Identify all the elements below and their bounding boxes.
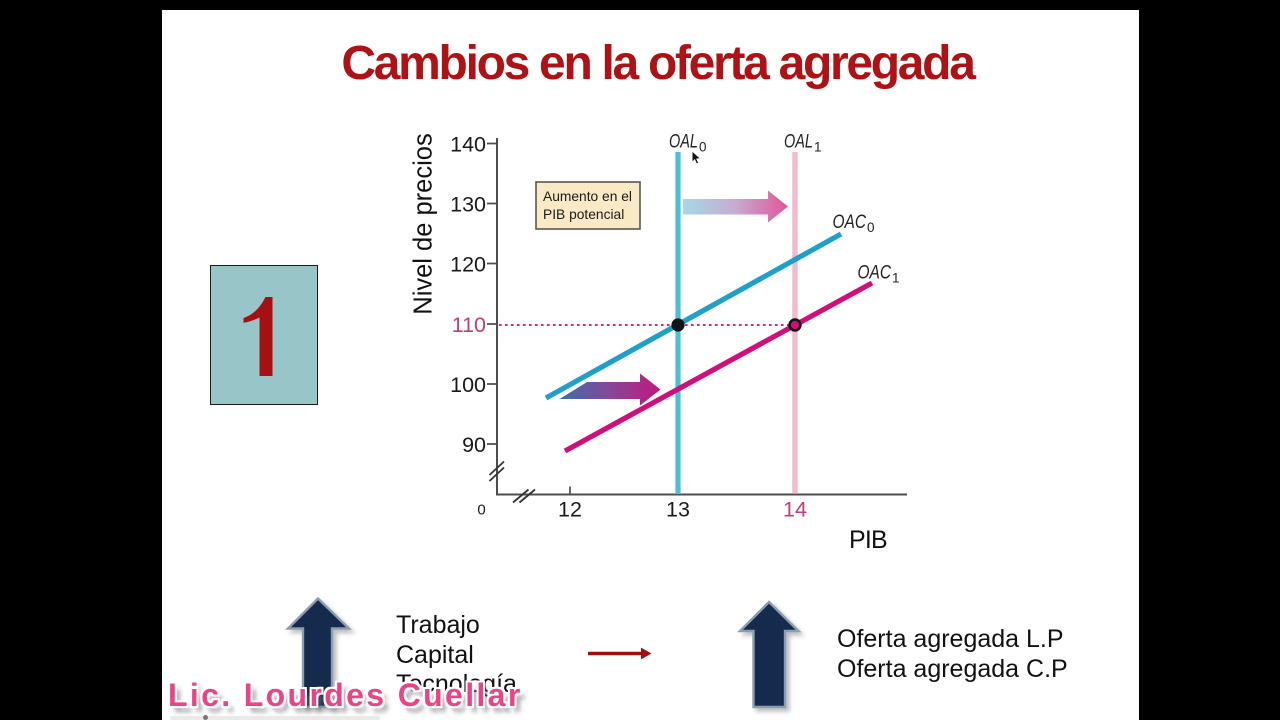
- svg-text:OAC: OAC: [858, 263, 892, 284]
- svg-text:130: 130: [450, 193, 486, 217]
- svg-text:120: 120: [450, 253, 486, 277]
- svg-text:1: 1: [892, 271, 900, 286]
- svg-text:PIB: PIB: [849, 526, 887, 554]
- svg-text:0: 0: [477, 502, 485, 519]
- svg-text:1: 1: [814, 140, 822, 155]
- svg-text:OAC: OAC: [833, 212, 867, 233]
- svg-text:12: 12: [558, 498, 582, 522]
- svg-text:100: 100: [450, 373, 486, 397]
- svg-text:14: 14: [783, 498, 807, 522]
- svg-text:13: 13: [666, 498, 690, 522]
- svg-text:OAL: OAL: [669, 132, 698, 153]
- svg-text:Aumento en el: Aumento en el: [543, 189, 632, 204]
- svg-text:PIB potencial: PIB potencial: [543, 207, 624, 222]
- svg-text:140: 140: [450, 133, 486, 157]
- svg-text:OAL: OAL: [784, 132, 813, 153]
- svg-text:Nivel de precios: Nivel de precios: [410, 133, 438, 314]
- svg-text:0: 0: [867, 220, 875, 235]
- svg-text:110: 110: [452, 313, 486, 337]
- svg-text:0: 0: [699, 140, 707, 155]
- svg-text:90: 90: [462, 433, 486, 457]
